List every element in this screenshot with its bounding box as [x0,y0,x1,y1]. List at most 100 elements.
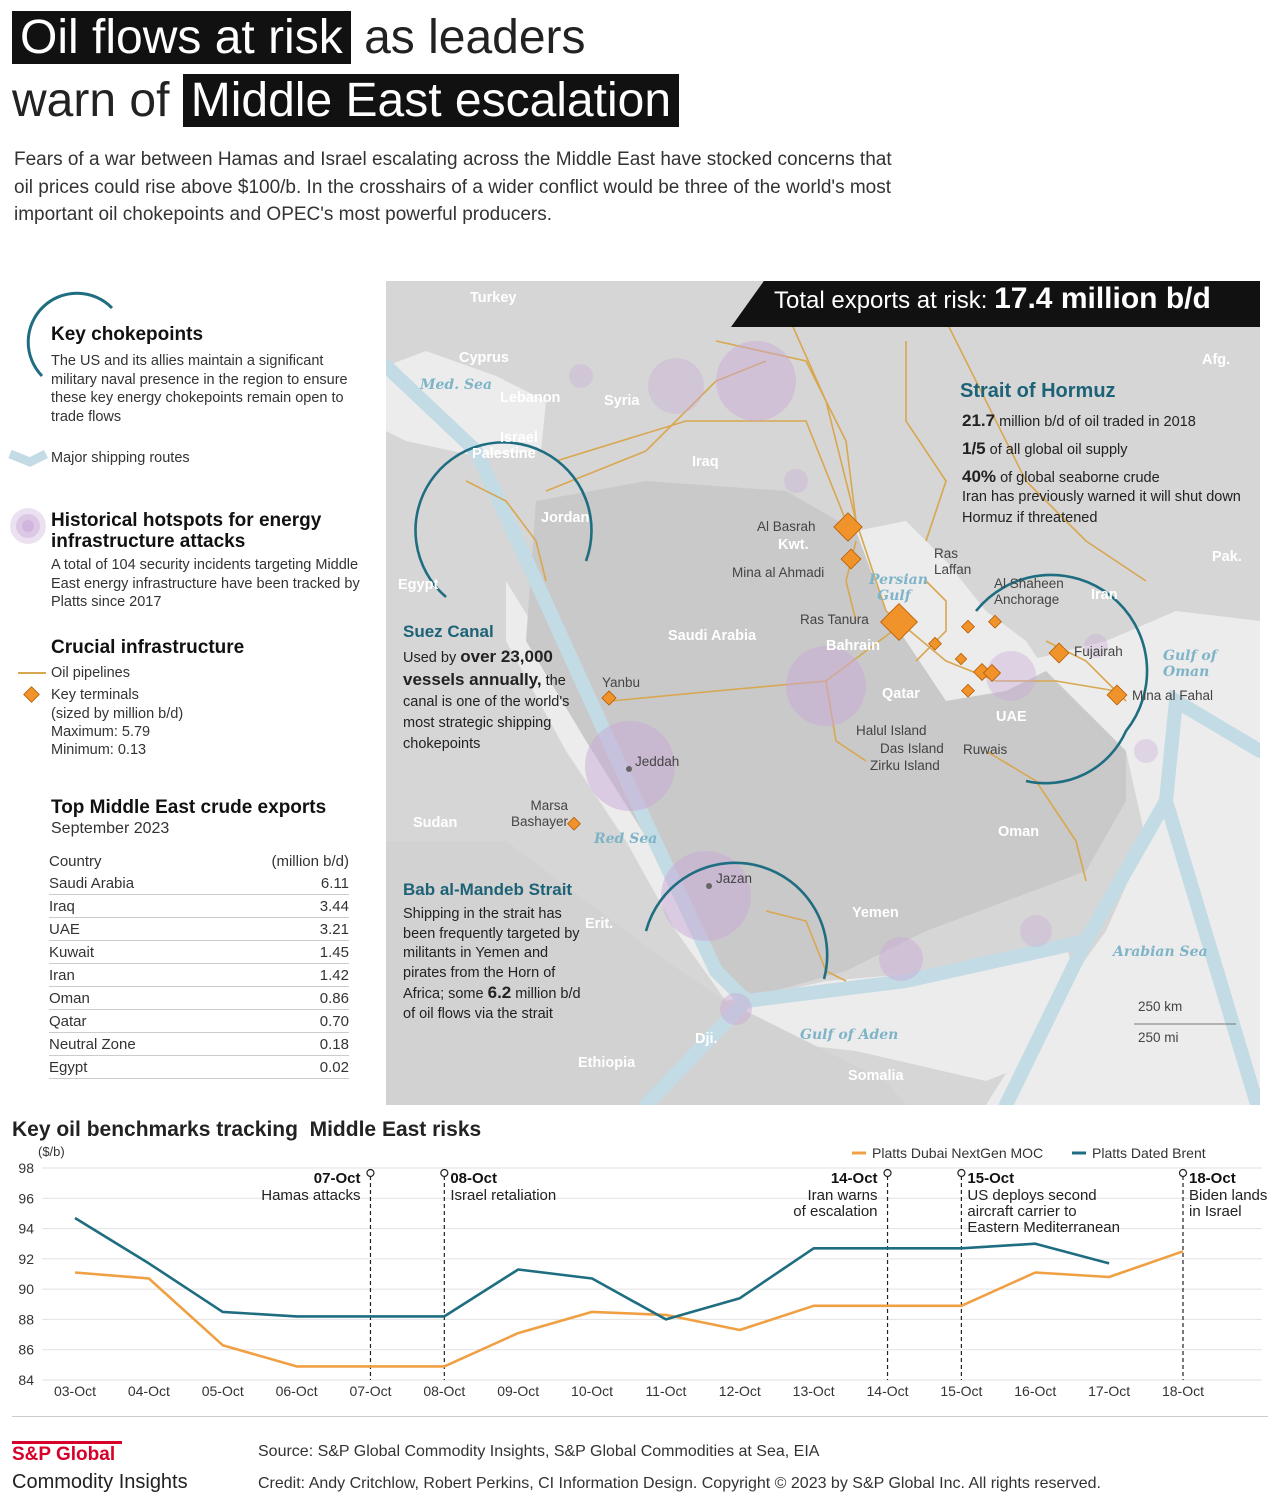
hormuz-text-2: of all global oil supply [989,442,1128,458]
event-date: 07-Oct [314,1170,361,1187]
label-gulf-of-oman: Gulf of Oman [1163,648,1217,680]
map-canvas [386,281,1260,1105]
x-tick-label: 11-Oct [645,1383,686,1399]
suez-pre: Used by [403,650,457,666]
label-somalia: Somalia [848,1068,904,1084]
hotspots [569,341,1158,1025]
event-marker-dot [957,1168,966,1178]
x-tick-label: 15-Oct [940,1383,982,1399]
col-country: Country [49,852,102,870]
x-tick-label: 17-Oct [1088,1383,1130,1399]
label-arabian-sea: Arabian Sea [1113,944,1208,960]
exports-country: Saudi Arabia [49,872,208,895]
x-tick-label: 16-Oct [1014,1383,1056,1399]
bab-rest: million b/d of oil flows via the strait [403,986,581,1022]
label-gulf-of-aden: Gulf of Aden [800,1027,899,1043]
logo-commodity-insights: Commodity Insights [12,1471,188,1493]
exports-country: Iraq [49,894,208,918]
event-text: Biden lands [1189,1187,1267,1204]
logo-sp-global: S&P Global [12,1444,116,1465]
exports-heading: Top Middle East crude exports [51,797,327,818]
terminals [567,512,1128,831]
chokepoint-arcs [414,441,1149,980]
y-tick-label: 90 [18,1281,34,1297]
intro-text: Fears of a war between Hamas and Israel … [14,149,892,225]
jazan-dot [706,883,712,889]
city-basrah: Al Basrah [757,519,816,534]
label-oman: Oman [998,824,1040,840]
suez-heading: Suez Canal [403,622,494,641]
label-iraq: Iraq [692,454,719,470]
label-bahrain: Bahrain [826,638,880,654]
exports-value: 3.44 [207,894,349,918]
city-halul: Halul Island [856,723,927,738]
legend-minimum: Minimum: 0.13 [51,742,147,758]
event-marker-dot [440,1168,449,1178]
city-jazan: Jazan [716,871,753,886]
event-date: 08-Oct [450,1170,497,1187]
hotspot-legend-icon [10,508,46,544]
title-rest-1: as leaders [364,11,586,64]
footer-credit: Credit: Andy Critchlow, Robert Perkins, … [258,1475,1101,1492]
legend-shipping-routes: Major shipping routes [51,450,190,466]
hormuz-line-1: 21.7 million b/d of oil traded in 2018 [962,410,1196,433]
y-tick-label: 98 [18,1160,34,1176]
label-yemen: Yemen [852,905,899,921]
exports-row: Iraq 3.44 [49,894,349,918]
label-israel: Israel [500,430,538,446]
suez-value: over 23,000 vessels annually, [403,647,553,689]
exports-table: Country (million b/d) Saudi Arabia 6.11 Ir… [49,850,349,1079]
exports-country: Iran [49,963,208,987]
x-tick-label: 03-Oct [54,1383,96,1399]
event-text: in Israel [1189,1203,1242,1220]
exports-row: Oman 0.86 [49,986,349,1010]
legend-hotspots-text: A total of 104 security incidents target… [51,557,360,610]
hormuz-line-2: 1/5 of all global oil supply [962,438,1128,461]
title-rest-2: warn of [12,74,170,127]
exports-country: Qatar [49,1009,208,1033]
suez-rest: the canal is one of the world's most str… [403,673,570,752]
footer-divider [12,1416,1268,1417]
label-kwt: Kwt. [778,537,809,553]
bab-pre: Shipping in the strait has been frequent… [403,906,580,1002]
city-marsa: Marsa Bashayer [510,798,568,829]
bab-value: 6.2 [487,983,512,1002]
exports-value: 3.21 [207,917,349,941]
y-tick-label: 84 [18,1372,34,1388]
label-lebanon: Lebanon [500,390,561,406]
event-marker-dot [883,1168,892,1178]
x-tick-label: 04-Oct [128,1383,170,1399]
event-marker-dot [1178,1168,1188,1178]
hormuz-note: Iran has previously warned it will shut … [962,489,1241,526]
x-tick-label: 13-Oct [793,1383,835,1399]
city-ras-laffan: Ras Laffan [934,546,972,577]
middle-east-map: Total exports at risk: 17.4 million b/d … [386,281,1260,1105]
legend-terminals: Key terminals [51,687,139,703]
label-egypt: Egypt [398,577,439,593]
city-das: Das Island [880,741,944,756]
label-med-sea: Med. Sea [420,377,493,393]
event-date: 15-Oct [967,1170,1014,1187]
exports-value: 1.42 [207,963,349,987]
title-line-2: warn of Middle East escalation [12,73,680,129]
exports-value: 0.70 [207,1009,349,1033]
label-syria: Syria [604,393,640,409]
city-ahmadi: Mina al Ahmadi [732,565,825,580]
city-mina-al-fahal: Mina al Fahal [1132,688,1214,703]
chokepoint-legend-icon [26,291,114,378]
exports-row: Neutral Zone 0.18 [49,1032,349,1056]
benchmark-line-chart: 84 86 88 90 92 94 96 98 03-Oct 04-Oct 05-Oct 06-Oct… [18,1145,1267,1399]
persian-gulf [856,521,1046,701]
series-line-dubai [74,1250,1184,1368]
exports-value: 0.18 [207,1032,349,1056]
legend-hotspots-heading: Historical hotspots for energy infrastru… [51,510,322,552]
exports-country: Kuwait [49,940,208,964]
banner-label: Total exports at risk: [774,287,988,314]
city-ras-tanura: Ras Tanura [800,612,869,627]
hormuz-value-3: 40% [962,467,997,486]
x-tick-label: 08-Oct [423,1383,465,1399]
exports-row: UAE 3.21 [49,917,349,941]
pipeline-legend-icon [18,672,46,674]
event-date: 18-Oct [1189,1170,1236,1187]
oil-pipelines [465,310,1147,982]
